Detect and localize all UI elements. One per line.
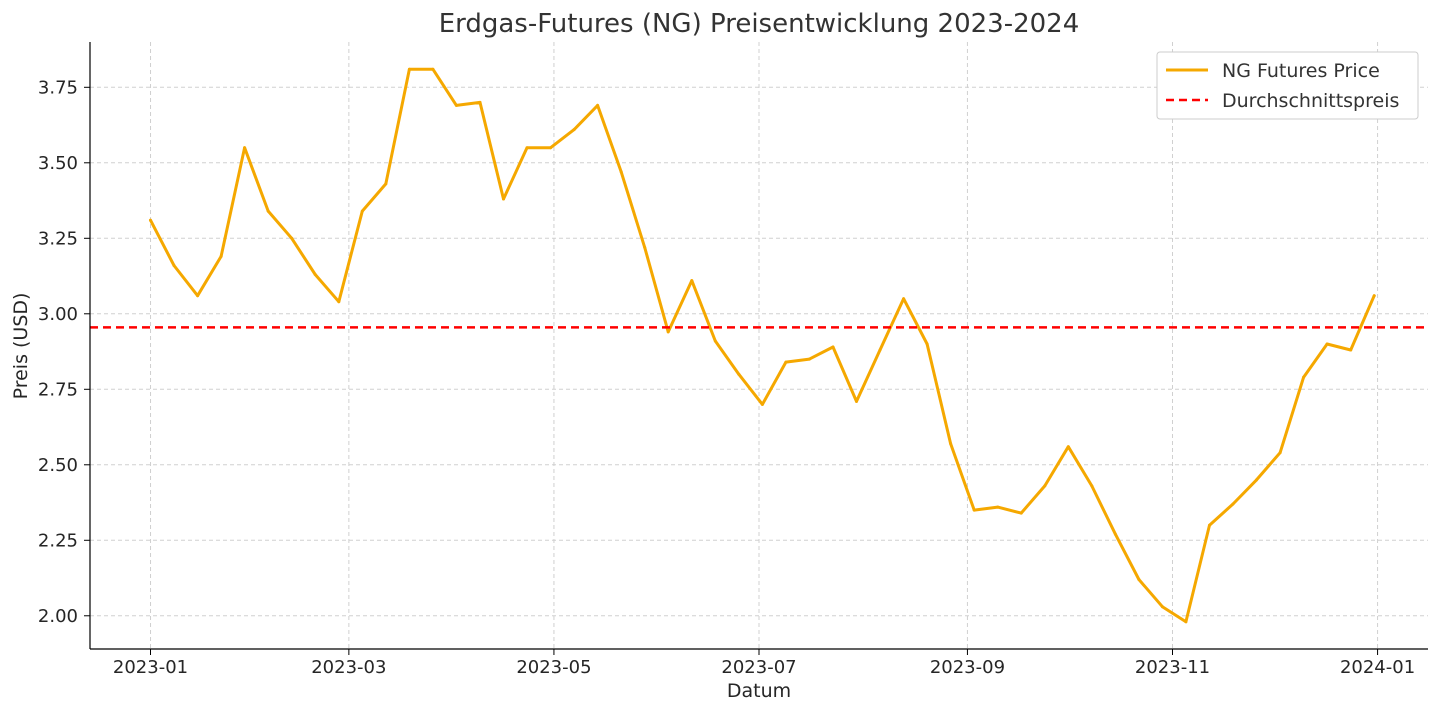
data-point [572,128,576,132]
data-point [1137,578,1141,581]
x-tick-label: 2023-03 [311,657,386,678]
data-point [949,442,953,446]
y-tick-label: 3.75 [38,77,78,98]
data-point [478,100,482,104]
data-point [1066,445,1070,449]
data-point [1113,532,1117,536]
y-tick-label: 2.25 [38,530,78,551]
data-point [1372,294,1376,298]
data-point [1349,348,1353,352]
data-point [1160,605,1164,609]
x-tick-label: 2023-09 [930,657,1005,678]
x-tick-label: 2023-01 [113,657,188,678]
y-axis-title: Preis (USD) [10,293,32,400]
data-point [1302,375,1306,379]
data-point [454,103,458,107]
y-tick-label: 2.75 [38,379,78,400]
legend: NG Futures Price Durchschnittspreis [1156,51,1419,120]
data-point [831,345,835,349]
data-point [878,348,882,352]
y-tick-label: 2.00 [38,606,78,627]
ticks: 2.00 2.25 2.50 2.75 3.00 3.25 3.50 3.75 2023-01 2… [38,77,1415,678]
data-point [337,300,341,304]
y-tick-label: 3.25 [38,228,78,249]
data-point [502,197,505,201]
data-point [807,357,811,361]
data-point [266,209,270,213]
y-tick-label: 2.50 [38,455,78,476]
grid [90,42,1428,649]
data-point [549,146,553,150]
data-point [596,103,600,107]
data-point [384,182,388,186]
x-tick-label: 2024-01 [1340,657,1415,678]
series-line-ng-futures [149,67,1376,624]
data-point [972,508,976,512]
legend-label-ng-futures: NG Futures Price [1222,60,1380,82]
data-point [666,330,670,334]
data-point [619,170,623,174]
data-point [925,342,929,346]
data-point [1090,484,1094,488]
x-tick-label: 2023-11 [1135,657,1210,678]
data-point [313,273,317,276]
data-point [1278,451,1282,455]
chart-title: Erdgas-Futures (NG) Preisentwicklung 202… [439,9,1080,39]
data-point [407,67,411,71]
data-point [902,297,906,301]
data-point [172,264,176,267]
data-point [996,505,1000,509]
y-tick-label: 3.50 [38,153,78,174]
data-point [1231,502,1235,506]
data-point [1184,620,1188,624]
data-point [525,146,529,150]
x-tick-label: 2023-05 [516,657,591,678]
data-point [290,236,294,240]
data-point [1325,342,1329,346]
data-point [360,209,364,213]
y-tick-label: 3.00 [38,304,78,325]
data-point [855,399,858,403]
data-point [219,254,223,258]
data-point [196,294,200,298]
data-point [1208,523,1211,527]
data-point [690,279,694,283]
data-point [713,339,717,343]
data-point [784,360,788,364]
legend-label-durchschnittspreis: Durchschnittspreis [1222,90,1399,112]
x-tick-label: 2023-07 [721,657,796,678]
data-point [149,218,152,222]
series-layer [90,67,1428,624]
data-point [643,245,647,249]
data-point [760,402,764,406]
data-point [1043,484,1047,488]
data-point [737,372,741,376]
data-point [431,67,435,71]
data-point [1019,511,1023,515]
data-point [1255,478,1258,482]
legend-box [1156,51,1419,120]
x-axis-title: Datum [727,680,791,702]
data-point [243,146,247,150]
